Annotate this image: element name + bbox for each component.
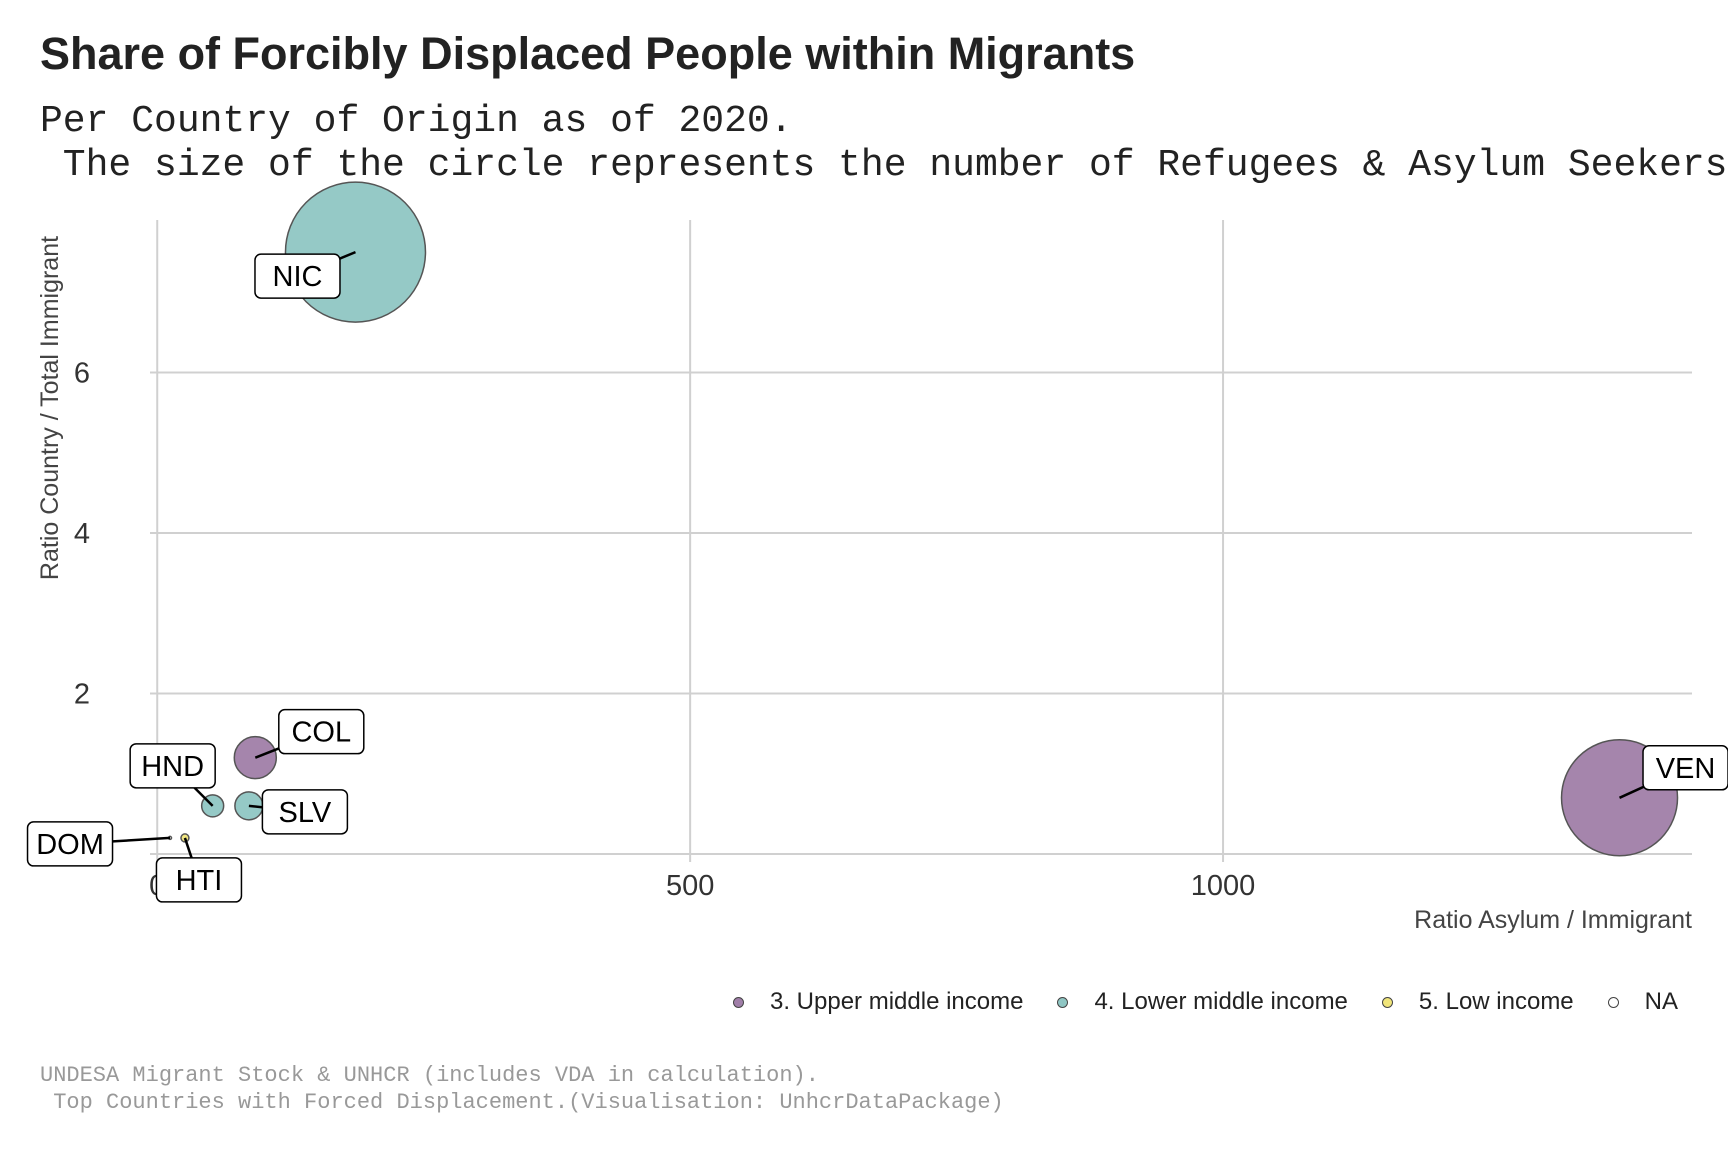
legend-item: 4. Lower middle income: [1057, 988, 1348, 1016]
label-box: [129, 743, 216, 789]
chart-subtitle: Per Country of Origin as of 2020. The si…: [40, 100, 1728, 187]
point-label-nic: NIC: [273, 261, 323, 293]
legend-item: 3. Upper middle income: [733, 988, 1023, 1016]
legend-key: [733, 996, 744, 1008]
legend-label: 3. Upper middle income: [770, 988, 1024, 1015]
legend-label: NA: [1644, 988, 1678, 1015]
grid-lines: [150, 220, 1692, 862]
x-tick-label: 500: [666, 870, 714, 902]
chart-caption: UNDESA Migrant Stock & UNHCR (includes V…: [40, 1063, 1004, 1115]
point-label-dom: DOM: [36, 829, 104, 861]
legend-item: 5. Low income: [1381, 988, 1574, 1016]
point-label-col: COL: [291, 717, 351, 749]
point-label-hti: HTI: [176, 865, 223, 897]
x-tick-label: 1000: [1191, 870, 1256, 902]
y-axis-title: Ratio Country / Total Immigrant: [36, 236, 64, 580]
legend-key: [1381, 996, 1393, 1008]
point-labels: NIC VEN COL SLV HND HTI DOM: [26, 250, 1728, 903]
data-points: [167, 181, 1679, 857]
label-box: [26, 821, 114, 867]
y-tick-label: 6: [74, 357, 90, 389]
label-box: [254, 253, 341, 299]
legend-label: 4. Lower middle income: [1094, 988, 1348, 1015]
legend: 3. Upper middle income 4. Lower middle in…: [699, 988, 1678, 1016]
label-box: [261, 789, 349, 835]
y-tick-label: 4: [74, 518, 90, 550]
y-tick-label: 2: [74, 678, 90, 710]
point-label-hnd: HND: [141, 751, 204, 783]
label-box: [1642, 745, 1728, 791]
legend-key: [1607, 996, 1619, 1008]
legend-key: [1057, 996, 1069, 1008]
legend-label: 5. Low income: [1418, 988, 1574, 1015]
chart-title: Share of Forcibly Displaced People withi…: [40, 28, 1136, 79]
label-box: [155, 857, 243, 903]
legend-item: NA: [1607, 988, 1678, 1016]
point-label-ven: VEN: [1656, 753, 1716, 785]
x-axis-title: Ratio Asylum / Immigrant: [1414, 906, 1692, 934]
point-label-slv: SLV: [279, 797, 332, 829]
label-box: [278, 708, 365, 755]
